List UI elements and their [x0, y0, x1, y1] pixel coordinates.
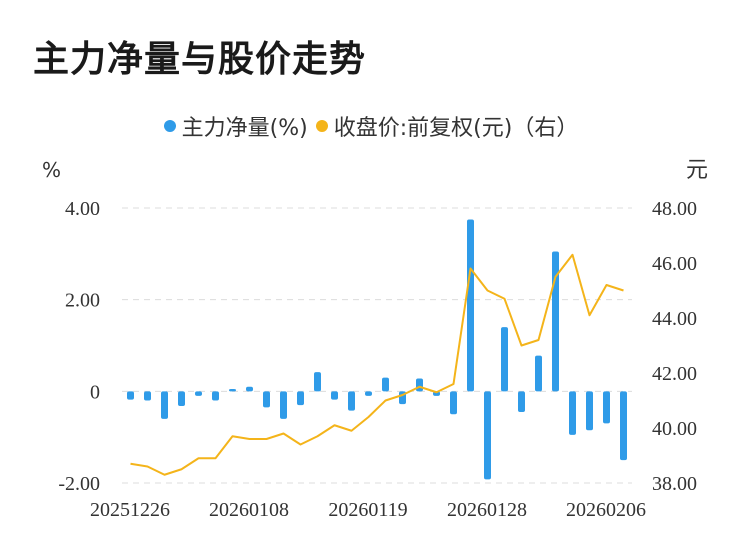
net-volume-bar	[314, 372, 321, 392]
net-volume-bar	[535, 355, 542, 392]
legend-label-net-volume: 主力净量(%)	[181, 116, 308, 141]
net-volume-bar	[620, 391, 627, 461]
right-axis-unit: 元	[686, 158, 708, 183]
net-volume-bar	[280, 391, 287, 419]
net-volume-bar	[382, 377, 389, 392]
net-volume-bar	[144, 391, 151, 401]
right-tick-label: 46.00	[652, 253, 697, 275]
net-volume-bar	[467, 219, 474, 392]
net-volume-bar	[416, 378, 423, 392]
legend-line-dot-icon	[315, 120, 328, 132]
grid-lines	[122, 207, 632, 484]
net-volume-bar	[263, 391, 270, 408]
net-volume-bar	[127, 391, 134, 400]
x-tick-label: 20260206	[566, 499, 646, 521]
net-volume-bar	[161, 391, 168, 419]
net-volume-bar	[331, 391, 338, 400]
net-volume-bar	[450, 391, 457, 415]
bar-series	[127, 219, 627, 480]
net-volume-bar	[603, 391, 610, 424]
right-tick-label: 44.00	[652, 308, 697, 330]
legend-bar-dot-icon	[163, 120, 176, 132]
net-volume-bar	[246, 386, 253, 392]
left-tick-label: -2.00	[58, 473, 100, 495]
net-volume-bar	[569, 391, 576, 435]
line-series	[130, 253, 624, 476]
net-volume-bar	[178, 391, 185, 406]
x-tick-label: 20260108	[209, 499, 289, 521]
x-tick-label: 20260119	[328, 499, 407, 521]
close-price-line	[130, 253, 624, 476]
legend: 主力净量(%) 收盘价:前复权(元)（右）	[0, 110, 750, 142]
left-tick-label: 0	[90, 381, 100, 403]
x-tick-label: 20251226	[90, 499, 170, 521]
legend-label-close-price: 收盘价:前复权(元)（右）	[333, 116, 579, 141]
net-volume-bar	[229, 389, 236, 392]
x-tick-label: 20260128	[447, 499, 527, 521]
net-volume-bar	[484, 391, 491, 480]
net-volume-bar	[348, 391, 355, 411]
net-volume-bar	[501, 327, 508, 392]
left-tick-label: 4.00	[65, 198, 100, 220]
right-tick-label: 40.00	[652, 418, 697, 440]
right-tick-label: 38.00	[652, 473, 697, 495]
chart-title: 主力净量与股价走势	[33, 39, 367, 80]
net-volume-bar	[518, 391, 525, 412]
axis-labels: 4.00 2.00 0 -2.00 48.00 46.00 44.00 42.00 40.00 3…	[58, 198, 697, 521]
net-volume-bar	[297, 391, 304, 406]
left-axis-unit: %	[42, 158, 61, 182]
net-volume-bar	[212, 391, 219, 401]
net-volume-bar	[365, 391, 372, 396]
right-tick-label: 42.00	[652, 363, 697, 385]
legend-item-net-volume[interactable]: 主力净量(%)	[163, 110, 308, 142]
net-volume-bar	[195, 391, 202, 396]
net-volume-bar	[586, 391, 593, 431]
left-tick-label: 2.00	[65, 290, 100, 312]
legend-item-close-price[interactable]: 收盘价:前复权(元)（右）	[315, 110, 579, 142]
right-tick-label: 48.00	[652, 198, 697, 220]
